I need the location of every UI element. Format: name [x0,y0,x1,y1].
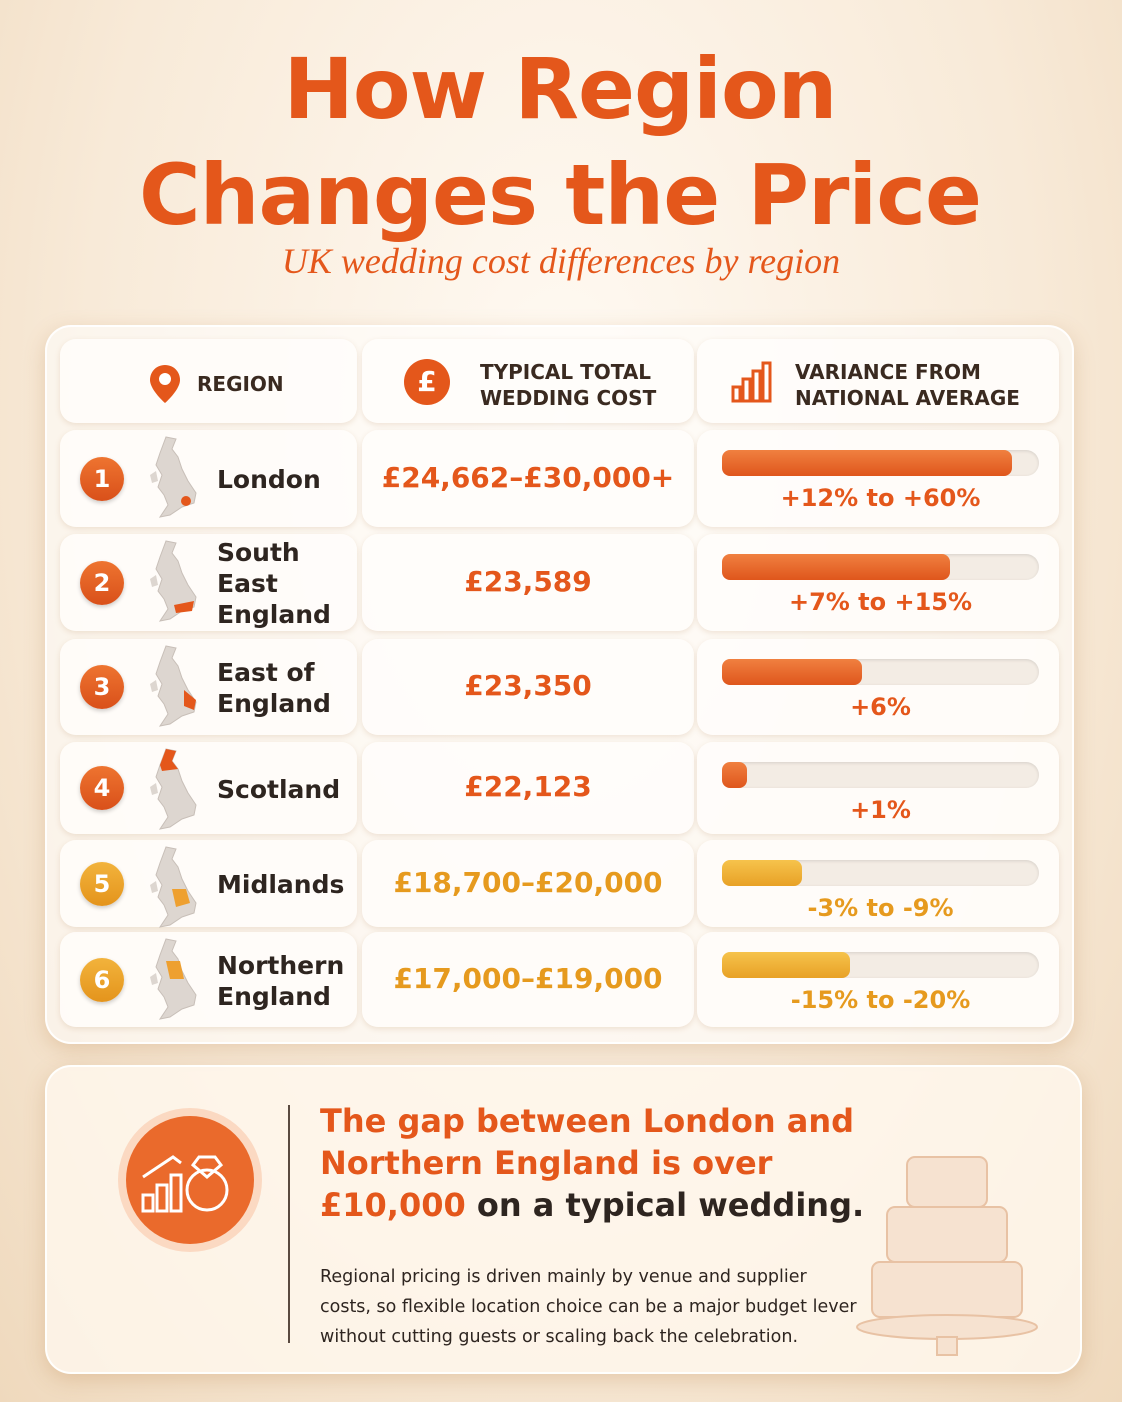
region-name: Scotland [217,774,341,804]
cake-illustration [856,1156,1038,1356]
row-region-cell: 3 East of England [60,639,357,735]
uk-map-icon [150,645,197,727]
row-cost-cell: £24,662–£30,000+ [362,430,694,527]
uk-map-icon [150,436,197,518]
bar-track [722,450,1039,476]
row-variance-cell: +1% [697,742,1059,834]
variance-bar [722,952,850,978]
svg-text:£: £ [417,365,436,398]
bar-track [722,659,1039,685]
variance-label: +6% [850,693,911,721]
variance-label: +7% to +15% [788,588,973,616]
headline-rest: on a typical wedding. [476,1186,865,1224]
rank-badge: 4 [80,766,124,810]
cost-value: £23,350 [464,669,592,702]
callout-headline: The gap between London and Northern Engl… [320,1100,920,1226]
bar-track [722,860,1039,886]
variance-bar [722,762,747,788]
rank-badge: 5 [80,861,124,906]
variance-bar [722,860,802,886]
column-header: TYPICAL TOTAL WEDDING COST [480,360,657,410]
region-name: Midlands [217,870,345,899]
headline-highlight: The gap between London and Northern Engl… [320,1102,855,1224]
row-cost-cell: £18,700–£20,000 [362,840,694,927]
subtitle: UK wedding cost differences by region [281,241,841,281]
callout-body: Regional pricing is driven mainly by ven… [320,1267,857,1347]
cost-value: £23,589 [464,564,592,598]
row-cost-cell: £23,589 [362,534,694,631]
header-cell: £ TYPICAL TOTAL WEDDING COST [362,339,694,423]
region-name: East of England [217,658,331,718]
variance-label: +12% to +60% [780,484,981,512]
column-header: VARIANCE FROM NATIONAL AVERAGE [795,360,1020,410]
row-cost-cell: £23,350 [362,639,694,735]
header-cell: VARIANCE FROM NATIONAL AVERAGE [697,339,1059,423]
variance-bar [722,450,1012,476]
bar-track [722,952,1039,978]
header-cell: REGION [60,339,357,423]
row-region-cell: 4 Scotland [60,742,357,834]
row-variance-cell: -3% to -9% [697,840,1059,927]
variance-label: -15% to -20% [790,986,971,1014]
row-cost-cell: £17,000–£19,000 [362,932,694,1027]
rank-badge: 2 [80,560,124,605]
cost-value: £17,000–£19,000 [393,961,663,995]
row-variance-cell: +7% to +15% [697,534,1059,631]
region-name: London [217,465,321,494]
uk-map-icon [150,846,197,928]
variance-bar [722,659,862,685]
row-variance-cell: +12% to +60% [697,430,1059,527]
cost-value: £24,662–£30,000+ [381,460,675,494]
variance-label: +1% [850,796,911,824]
rank-badge: 1 [80,456,124,501]
cost-value: £18,700–£20,000 [393,865,663,899]
pin-icon [150,365,180,403]
row-region-cell: 1 London [60,430,357,527]
region-name: South East England [217,538,331,629]
column-header: REGION [197,372,284,396]
variance-label: -3% to -9% [807,894,954,922]
uk-map-icon [150,540,197,622]
row-region-cell: 2 South East England [60,534,357,631]
uk-map-icon [150,938,197,1020]
bar-track [722,554,1039,580]
chart-icon [731,361,772,403]
pound-icon: £ [404,359,450,405]
divider [288,1105,290,1343]
callout-panel [45,1065,1082,1374]
rank-badge: 3 [80,665,124,709]
row-variance-cell: -15% to -20% [697,932,1059,1027]
row-region-cell: 6 Northern England [60,932,357,1027]
rank-badge: 6 [80,957,124,1002]
ring-icon [118,1108,262,1252]
uk-map-icon [150,748,197,830]
cost-value: £22,123 [464,770,592,803]
row-region-cell: 5 Midlands [60,840,357,928]
title: How Region Changes the Price [139,40,982,244]
bar-track [722,762,1039,788]
variance-bar [722,554,950,580]
row-variance-cell: +6% [697,639,1059,735]
region-name: Northern England [217,950,345,1011]
row-cost-cell: £22,123 [362,742,694,834]
table-panel: REGION £ TYPICAL TOTAL WEDDING COST VARI… [45,325,1074,1044]
